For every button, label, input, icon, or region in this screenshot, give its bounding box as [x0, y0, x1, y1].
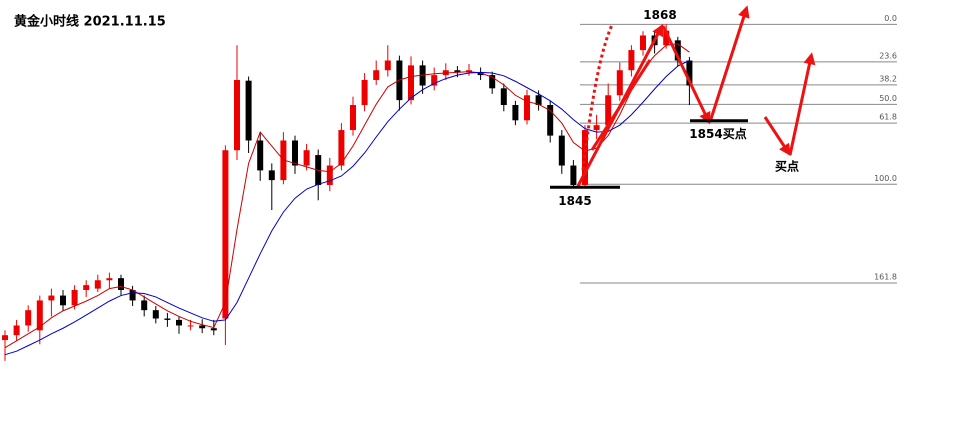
arrows	[576, 5, 816, 187]
candle-body	[350, 105, 356, 131]
candle-body	[593, 125, 600, 131]
candle-body	[234, 79, 240, 151]
candle-body	[605, 95, 612, 126]
candle-body	[616, 70, 623, 96]
arrow	[788, 52, 816, 156]
candle-body	[431, 75, 438, 86]
candle-body	[268, 170, 275, 181]
candle-body	[292, 140, 298, 166]
candle-body	[257, 140, 264, 171]
arrow	[661, 25, 711, 125]
candle-body	[48, 295, 55, 301]
candle-body	[489, 75, 496, 89]
annotation: 买点	[775, 159, 799, 174]
candle-body	[164, 318, 171, 320]
candle-body	[570, 165, 577, 185]
candle-body	[187, 325, 194, 327]
fib-label: 50.0	[879, 94, 897, 103]
fib-label: 23.6	[879, 51, 897, 60]
moving-average	[4, 60, 690, 356]
candle-body	[245, 80, 252, 141]
annotation: 1845	[558, 194, 591, 208]
candle-body	[338, 130, 345, 166]
chart-title: 黄金小时线 2021.11.15	[14, 14, 166, 30]
candle-body	[477, 72, 484, 76]
candle-body	[118, 278, 124, 290]
candle-body	[500, 88, 507, 106]
candle-body	[663, 30, 670, 46]
candle-body	[628, 50, 635, 71]
candle-body	[71, 289, 78, 306]
candle-body	[25, 310, 32, 326]
candle-body	[36, 300, 43, 331]
candle-body	[361, 79, 368, 106]
candle-body	[199, 325, 206, 329]
candle-body	[454, 70, 461, 73]
candle-body	[408, 65, 414, 101]
candle-body	[60, 295, 66, 306]
candle-body	[674, 40, 681, 61]
candle-body	[524, 95, 530, 121]
candle-body	[640, 35, 646, 51]
candle-body	[558, 135, 565, 166]
candle-body	[176, 319, 182, 326]
candle-body	[13, 325, 20, 336]
candle-body	[547, 105, 554, 136]
candle-body	[106, 278, 113, 281]
candle-body	[384, 60, 391, 71]
fib-label: 61.8	[879, 113, 897, 122]
candle-body	[210, 328, 217, 331]
fib-label: 100.0	[874, 174, 897, 183]
candle-body	[152, 310, 159, 319]
candle-body	[2, 335, 8, 341]
fib-label: 38.2	[879, 74, 897, 83]
arrow	[590, 59, 652, 151]
fib-label: 0.0	[884, 14, 897, 23]
candle-body	[512, 105, 519, 121]
candle-body	[222, 150, 229, 319]
candle-body	[686, 60, 693, 86]
candle-body	[129, 289, 136, 301]
candle-body	[326, 165, 333, 185]
candle-body	[373, 70, 380, 80]
candle-body	[141, 300, 148, 311]
candle-body	[535, 95, 542, 106]
arrow	[708, 5, 750, 123]
moving-average	[4, 43, 690, 349]
annotation: 1854买点	[689, 126, 746, 141]
fib-label: 161.8	[874, 273, 897, 282]
annotation: 1868	[643, 8, 676, 22]
candle-body	[83, 285, 90, 290]
candle-body	[94, 280, 101, 289]
candle-body	[303, 150, 310, 166]
dashed-curve	[581, 24, 614, 171]
arrow	[763, 116, 791, 157]
